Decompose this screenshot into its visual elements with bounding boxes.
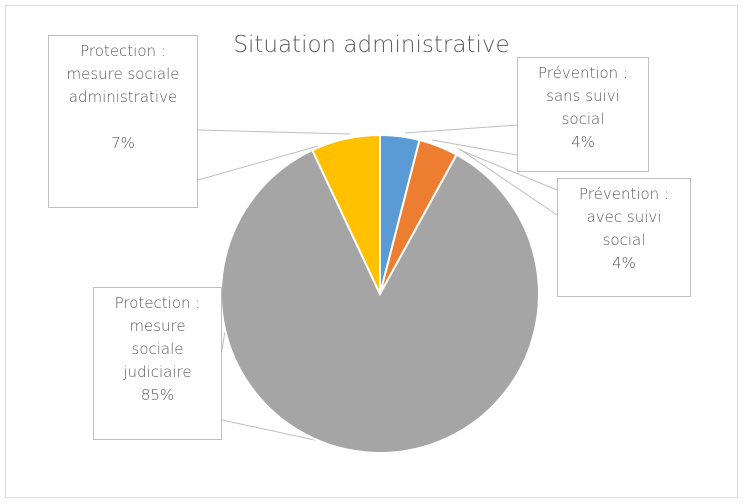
leader-line: [459, 149, 558, 191]
label-value: 85%: [140, 386, 175, 404]
leader-line: [404, 124, 518, 134]
label-value: 4%: [612, 254, 636, 272]
pie-slice: [220, 148, 540, 454]
data-label: Protection : mesure sociale administrati…: [48, 35, 198, 208]
label-category: Prévention : sans suivi social: [537, 64, 628, 128]
data-label: Prévention : avec suivi social 4%: [557, 178, 691, 297]
label-value: 7%: [111, 134, 135, 152]
leader-line: [197, 145, 319, 181]
leader-line: [431, 139, 518, 156]
label-category: Protection : mesure sociale administrati…: [66, 42, 180, 106]
pie-slice: [310, 133, 381, 295]
chart-title: Situation administrative: [233, 32, 510, 58]
label-value: 4%: [571, 133, 595, 151]
leader-line: [457, 147, 558, 216]
pie: [220, 133, 540, 454]
data-label: Protection : mesure sociale judiciaire 8…: [93, 287, 222, 440]
label-category: Protection : mesure sociale judiciaire: [114, 294, 201, 381]
label-category: Prévention : avec suivi social: [578, 185, 669, 249]
data-label: Prévention : sans suivi social 4%: [517, 57, 649, 172]
leader-line: [197, 129, 351, 135]
